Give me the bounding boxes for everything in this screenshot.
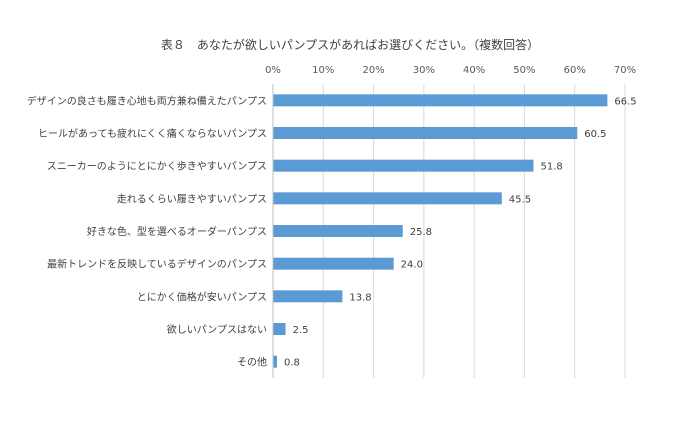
data-label: 51.8	[540, 162, 562, 173]
bar	[273, 225, 403, 237]
x-tick-label: 30%	[413, 65, 435, 76]
x-tick-label: 0%	[265, 65, 281, 76]
data-label: 2.5	[293, 325, 309, 336]
data-label: 24.0	[401, 260, 423, 271]
category-label: 最新トレンドを反映しているデザインのパンプス	[47, 258, 267, 271]
data-label: 25.8	[410, 227, 432, 238]
data-label: 13.8	[349, 292, 371, 303]
x-axis-ticks: 0% 10% 20% 30% 40% 50% 60% 70%	[265, 65, 636, 76]
category-label: その他	[237, 356, 267, 369]
x-tick-label: 50%	[513, 65, 535, 76]
x-tick-label: 40%	[463, 65, 485, 76]
x-tick-label: 10%	[312, 65, 334, 76]
category-label: とにかく価格が安いパンプス	[137, 290, 267, 303]
bar	[273, 127, 578, 139]
x-tick-label: 60%	[564, 65, 586, 76]
data-label: 0.8	[284, 358, 300, 369]
category-label: デザインの良さも履き心地も両方兼ね備えたパンプス	[27, 94, 267, 107]
bar	[273, 323, 286, 335]
data-label: 45.5	[509, 194, 531, 205]
category-labels: デザインの良さも履き心地も両方兼ね備えたパンプスヒールがあっても疲れにくく痛くな…	[27, 94, 267, 368]
x-tick-label: 20%	[362, 65, 384, 76]
data-label: 66.5	[614, 96, 636, 107]
category-label: ヒールがあっても疲れにくく痛くならないパンプス	[38, 127, 267, 140]
bar	[273, 159, 534, 172]
bar	[273, 94, 608, 107]
category-label: スニーカーのようにとにかく歩きやすいパンプス	[47, 160, 267, 173]
data-labels: 66.5 60.5 51.8 45.5 25.8 24.0 13.8 2.5 0.8	[284, 96, 637, 368]
bar	[273, 192, 502, 205]
bar	[273, 355, 278, 368]
x-tick-label: 70%	[614, 65, 636, 76]
data-label: 60.5	[584, 129, 606, 140]
category-label: 走れるくらい履きやすいパンプス	[117, 193, 267, 205]
bar	[273, 257, 394, 270]
bars	[273, 94, 608, 368]
category-label: 好きな色、型を選べるオーダーパンプス	[87, 225, 267, 238]
category-label: 欲しいパンプスはない	[167, 323, 267, 336]
chart-title: 表８ あなたが欲しいパンプスがあればお選びください。（複数回答）	[160, 38, 540, 52]
bar	[273, 290, 343, 303]
